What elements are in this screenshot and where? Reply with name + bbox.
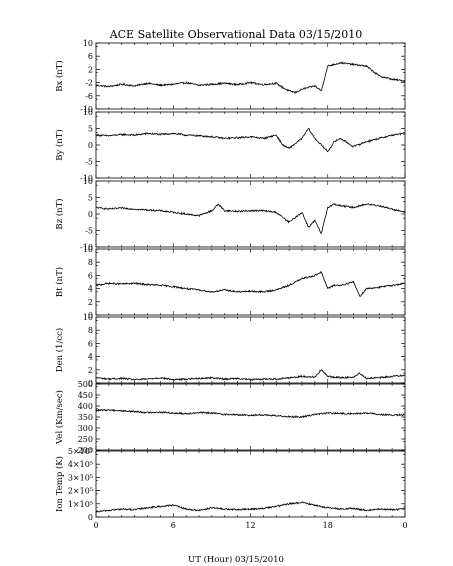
y-tick-label: 2 (88, 366, 93, 375)
series-line (95, 61, 406, 94)
y-tick-label: 0 (88, 311, 93, 320)
y-tick-label: -6 (85, 92, 93, 101)
series-line (95, 369, 406, 381)
panel-3: 10 5 0 -5 -10 Bz (nT) (54, 177, 406, 252)
y-tick-label: 2 (88, 298, 93, 307)
y-tick-label: 400 (78, 402, 93, 411)
y-tick-label: 2 (88, 65, 93, 74)
panels: 10 6 2 -2 -6 -10 Bx (nT) 10 5 0 -5 -10 By (nT) 10 5 0 -5… (54, 39, 408, 530)
y-tick-label: 10 (83, 39, 93, 48)
y-tick-label: 5 (88, 194, 93, 203)
panel-1: 10 6 2 -2 -6 -10 Bx (nT) (54, 39, 406, 114)
y-axis-label: By (nT) (54, 129, 65, 161)
panel-6: 500 450 400 350 300 250 200 Vel (Km/sec) (54, 380, 406, 455)
series-line (95, 271, 406, 297)
y-axis-label: Vel (Km/sec) (54, 390, 65, 445)
y-tick-label: -10 (80, 105, 93, 114)
panel-7: 5×10⁵ 4×10⁵ 3×10⁵ 2×10⁵ 1×10⁵ 0 Ion Temp (K) (54, 447, 406, 522)
x-tick-label: 6 (171, 521, 176, 530)
y-tick-label: 5 (88, 125, 93, 134)
y-tick-label: 1×10⁵ (68, 500, 93, 509)
series-line (95, 127, 406, 153)
x-tick-label: 18 (323, 521, 333, 530)
x-tick-label: 0 (93, 521, 98, 530)
y-tick-label: -5 (85, 158, 93, 167)
y-tick-label: 500 (78, 380, 93, 389)
y-tick-label: 200 (78, 446, 93, 455)
x-tick-label: 12 (245, 521, 255, 530)
y-tick-label: 0 (88, 141, 93, 150)
y-tick-label: 0 (88, 513, 93, 522)
y-tick-label: -2 (85, 79, 93, 88)
y-tick-label: 350 (78, 413, 93, 422)
y-tick-label: 450 (78, 391, 93, 400)
y-tick-label: 6 (88, 52, 93, 61)
y-tick-label: 4×10⁵ (68, 460, 93, 469)
panel-2: 10 5 0 -5 -10 By (nT) (54, 108, 406, 183)
series-line (95, 408, 406, 419)
y-tick-label: 10 (83, 245, 93, 254)
y-tick-label: 0 (88, 210, 93, 219)
x-axis-label: UT (Hour) 03/15/2010 (188, 554, 284, 565)
y-tick-label: -10 (80, 243, 93, 252)
y-axis-label: Ion Temp (K) (54, 456, 65, 512)
y-tick-label: 250 (78, 435, 93, 444)
y-tick-label: 5×10⁵ (68, 447, 93, 456)
y-tick-label: 10 (83, 313, 93, 322)
panel-4: 10 8 6 4 2 0 Bt (nT) (54, 245, 406, 320)
y-tick-label: 10 (83, 108, 93, 117)
chart-title: ACE Satellite Observational Data 03/15/2… (109, 28, 363, 41)
y-tick-label: 6 (88, 339, 93, 348)
y-tick-label: -10 (80, 174, 93, 183)
y-axis-label: Bt (nT) (54, 267, 65, 297)
y-tick-label: 0 (88, 379, 93, 388)
y-axis-label: Bx (nT) (54, 60, 65, 92)
y-tick-label: 4 (88, 285, 93, 294)
x-tick-label: 0 (402, 521, 407, 530)
y-tick-label: 8 (88, 258, 93, 267)
y-tick-label: 8 (88, 326, 93, 335)
y-tick-label: 10 (83, 177, 93, 186)
y-tick-label: 300 (78, 424, 93, 433)
y-axis-label: Bz (nT) (54, 198, 65, 229)
series-line (95, 202, 406, 235)
series-line (95, 501, 406, 513)
y-tick-label: 2×10⁵ (68, 487, 93, 496)
panel-5: 10 8 6 4 2 0 Den (1/cc) (54, 313, 406, 388)
y-tick-label: 4 (88, 353, 93, 362)
y-tick-label: -5 (85, 227, 93, 236)
y-axis-label: Den (1/cc) (54, 328, 65, 372)
y-tick-label: 3×10⁵ (68, 473, 93, 482)
y-tick-label: 6 (88, 271, 93, 280)
